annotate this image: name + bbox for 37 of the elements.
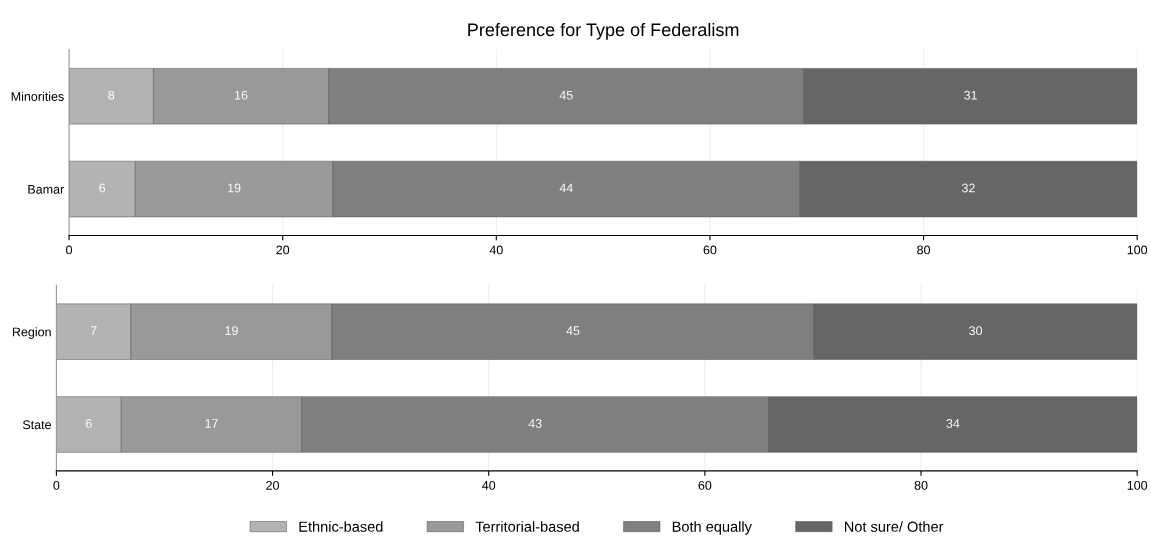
y-tick-label: Region bbox=[12, 327, 51, 339]
data-label: 16 bbox=[235, 90, 248, 100]
x-tick-label: 60 bbox=[698, 480, 712, 490]
x-tick-label: 0 bbox=[53, 480, 60, 490]
x-tick-label: 100 bbox=[1127, 245, 1148, 255]
y-tick-label: Bamar bbox=[28, 184, 64, 194]
x-tick-label: 80 bbox=[914, 480, 928, 490]
x-tick-label: 40 bbox=[489, 245, 503, 255]
data-label: 34 bbox=[946, 419, 960, 428]
legend-label: Both equally bbox=[672, 521, 752, 535]
data-label: 17 bbox=[205, 419, 218, 428]
legend-label: Ethnic-based bbox=[299, 521, 383, 532]
data-label: 6 bbox=[99, 183, 106, 193]
x-tick-label: 20 bbox=[266, 480, 280, 490]
legend-label: Not sure/ Other bbox=[844, 521, 944, 532]
x-tick-label: 80 bbox=[917, 245, 931, 255]
data-label: 7 bbox=[90, 326, 97, 335]
data-label: 31 bbox=[964, 90, 977, 100]
data-label: 44 bbox=[559, 183, 573, 193]
data-label: 30 bbox=[969, 326, 983, 336]
x-tick-label: 60 bbox=[703, 245, 717, 255]
y-tick-label: State bbox=[22, 420, 51, 430]
chart-title: Preference for Type of Federalism bbox=[468, 22, 739, 40]
x-tick-label: 0 bbox=[66, 245, 73, 255]
data-label: 6 bbox=[85, 419, 92, 428]
data-label: 32 bbox=[961, 183, 975, 193]
x-tick-label: 100 bbox=[1127, 480, 1148, 490]
legend-label: Territorial-based bbox=[475, 521, 579, 532]
data-label: 19 bbox=[225, 326, 238, 336]
data-label: 45 bbox=[559, 90, 573, 100]
data-label: 45 bbox=[566, 326, 580, 336]
data-label: 43 bbox=[528, 419, 542, 428]
y-tick-label: Minorities bbox=[11, 91, 64, 101]
data-label: 19 bbox=[228, 183, 241, 193]
x-tick-label: 40 bbox=[482, 480, 496, 490]
x-tick-label: 20 bbox=[276, 245, 290, 255]
data-label: 8 bbox=[108, 90, 115, 100]
